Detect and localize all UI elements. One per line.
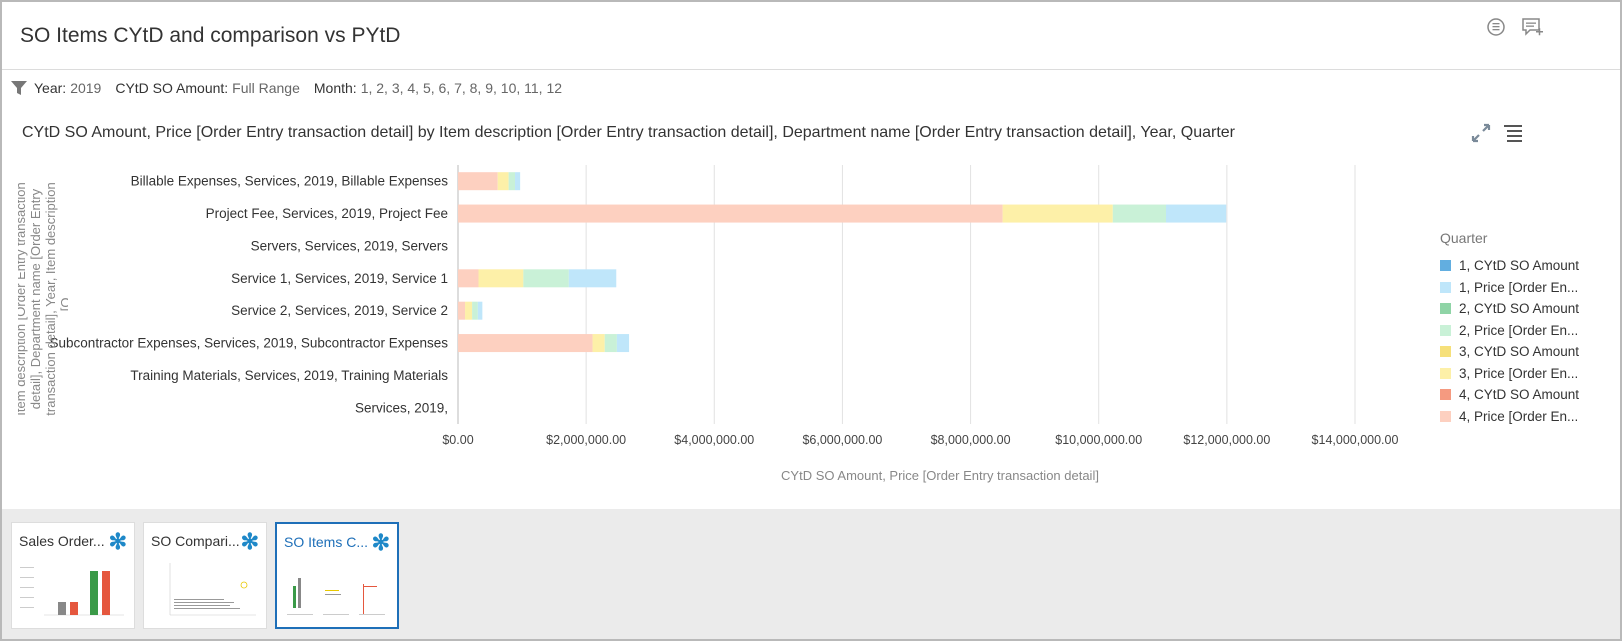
y-category-label: Service 1, Services, 2019, Service 1 [231, 271, 448, 286]
thumbnail-preview [150, 555, 260, 623]
filter-icon[interactable] [10, 79, 28, 97]
expand-icon[interactable] [1470, 122, 1492, 144]
legend-swatch [1440, 367, 1451, 379]
bar-segment[interactable] [616, 334, 630, 353]
thumbnail-title: SO Items C... [284, 534, 369, 550]
filter-amount-label: CYtD SO Amount: [115, 80, 229, 96]
legend-item[interactable]: 4, Price [Order En... [1440, 406, 1620, 428]
legend-label: 2, Price [Order En... [1459, 322, 1579, 338]
legend-swatch [1440, 346, 1451, 358]
bar-segment[interactable] [458, 204, 1003, 223]
legend-title: Quarter [1440, 230, 1488, 246]
chart-title: CYtD SO Amount, Price [Order Entry trans… [22, 124, 1235, 141]
x-tick-label: $6,000,000.00 [802, 433, 882, 447]
y-category-label: Subcontractor Expenses, Services, 2019, … [50, 336, 449, 351]
filter-month-value[interactable]: 1, 2, 3, 4, 5, 6, 7, 8, 9, 10, 11, 12 [360, 80, 563, 96]
bar-segment[interactable] [1002, 204, 1113, 223]
bar-segment[interactable] [497, 172, 509, 191]
legend-swatch [1440, 324, 1451, 336]
header: SO Items CYtD and comparison vs PYtD [2, 2, 1620, 70]
legend-label: 3, CYtD SO Amount [1459, 344, 1580, 360]
bar-segment[interactable] [472, 301, 478, 320]
bar-segment[interactable] [458, 172, 498, 191]
x-tick-label: $12,000,000.00 [1183, 433, 1270, 447]
legend-label: 2, CYtD SO Amount [1459, 301, 1580, 317]
filter-amount-value[interactable]: Full Range [232, 80, 300, 96]
comments-icon[interactable] [1485, 16, 1509, 40]
bar-segment[interactable] [1165, 204, 1227, 223]
bar-segment[interactable] [478, 269, 524, 288]
asterisk-icon: ✻ [371, 530, 390, 555]
legend-item[interactable]: 1, CYtD SO Amount [1440, 255, 1620, 277]
bar-segment[interactable] [592, 334, 605, 353]
bar-segment[interactable] [508, 172, 516, 191]
x-tick-label: $4,000,000.00 [674, 433, 754, 447]
chart-area: Billable Expenses, Services, 2019, Billa… [0, 150, 1622, 495]
legend-item[interactable]: 1, Price [Order En... [1440, 277, 1620, 299]
legend-swatch [1440, 389, 1451, 401]
legend-swatch [1440, 410, 1451, 422]
legend-item[interactable]: 3, CYtD SO Amount [1440, 341, 1620, 363]
bar-segment[interactable] [604, 334, 617, 353]
legend-label: 1, CYtD SO Amount [1459, 258, 1580, 274]
bar-segment[interactable] [515, 172, 521, 191]
filter-month-label: Month: [313, 80, 357, 96]
x-tick-label: $0.00 [442, 433, 473, 447]
legend-swatch [1440, 303, 1451, 315]
y-category-label: Service 2, Services, 2019, Service 2 [231, 303, 448, 318]
x-axis-title: CYtD SO Amount, Price [Order Entry trans… [781, 468, 1099, 483]
thumbnail-so-items[interactable]: SO Items C... ✻ [275, 522, 399, 629]
thumbnail-preview [283, 556, 393, 624]
thumbnail-title: SO Compari... [151, 533, 240, 549]
legend-label: 4, Price [Order En... [1459, 408, 1579, 424]
asterisk-icon: ✻ [240, 529, 259, 554]
legend-label: 1, Price [Order En... [1459, 279, 1579, 295]
legend-swatch [1440, 281, 1451, 293]
x-tick-label: $8,000,000.00 [931, 433, 1011, 447]
legend-item[interactable]: 3, Price [Order En... [1440, 363, 1620, 385]
legend-swatch [1440, 260, 1451, 272]
bar-segment[interactable] [523, 269, 569, 288]
add-note-icon[interactable] [1520, 16, 1544, 40]
y-category-label: Servers, Services, 2019, Servers [251, 238, 449, 253]
bar-segment[interactable] [568, 269, 617, 288]
legend-label: 3, Price [Order En... [1459, 365, 1579, 381]
filter-year-label: Year: [34, 80, 67, 96]
asterisk-icon: ✻ [108, 529, 127, 554]
legend-item[interactable]: 4, CYtD SO Amount [1440, 384, 1620, 406]
thumbnail-strip: Sales Order... ✻ SO Compari... ✻ [2, 509, 1620, 639]
legend: Quarter 1, CYtD SO Amount 1, Price [Order… [1440, 230, 1620, 427]
thumbnail-sales-order[interactable]: Sales Order... ✻ [11, 522, 135, 629]
legend-label: 4, CYtD SO Amount [1459, 387, 1580, 403]
bar-segment[interactable] [465, 301, 473, 320]
y-axis-title: Item description [Order Entry transactio… [18, 182, 68, 416]
bar-chart: Billable Expenses, Services, 2019, Billa… [50, 165, 1399, 483]
bar-segment[interactable] [458, 334, 593, 353]
thumbnail-preview [18, 555, 128, 623]
bar-segment[interactable] [1112, 204, 1166, 223]
y-category-label: Billable Expenses, Services, 2019, Billa… [131, 174, 449, 189]
bar-segment[interactable] [477, 301, 483, 320]
thumbnail-so-comparison[interactable]: SO Compari... ✻ [143, 522, 267, 629]
y-category-label: Services, 2019, [355, 400, 448, 415]
legend-item[interactable]: 2, Price [Order En... [1440, 320, 1620, 342]
y-category-label: Training Materials, Services, 2019, Trai… [130, 368, 448, 383]
filter-year-value[interactable]: 2019 [70, 80, 102, 96]
x-tick-label: $2,000,000.00 [546, 433, 626, 447]
bar-segment[interactable] [458, 269, 479, 288]
legend-item[interactable]: 2, CYtD SO Amount [1440, 298, 1620, 320]
menu-icon[interactable] [1502, 122, 1524, 144]
x-tick-label: $14,000,000.00 [1312, 433, 1399, 447]
bar-segment[interactable] [458, 301, 466, 320]
filter-bar[interactable]: Year: 2019 CYtD SO Amount: Full Range Mo… [10, 78, 576, 98]
page-title: SO Items CYtD and comparison vs PYtD [20, 24, 401, 47]
y-category-label: Project Fee, Services, 2019, Project Fee [206, 206, 448, 221]
x-tick-label: $10,000,000.00 [1055, 433, 1142, 447]
thumbnail-title: Sales Order... [19, 533, 105, 549]
